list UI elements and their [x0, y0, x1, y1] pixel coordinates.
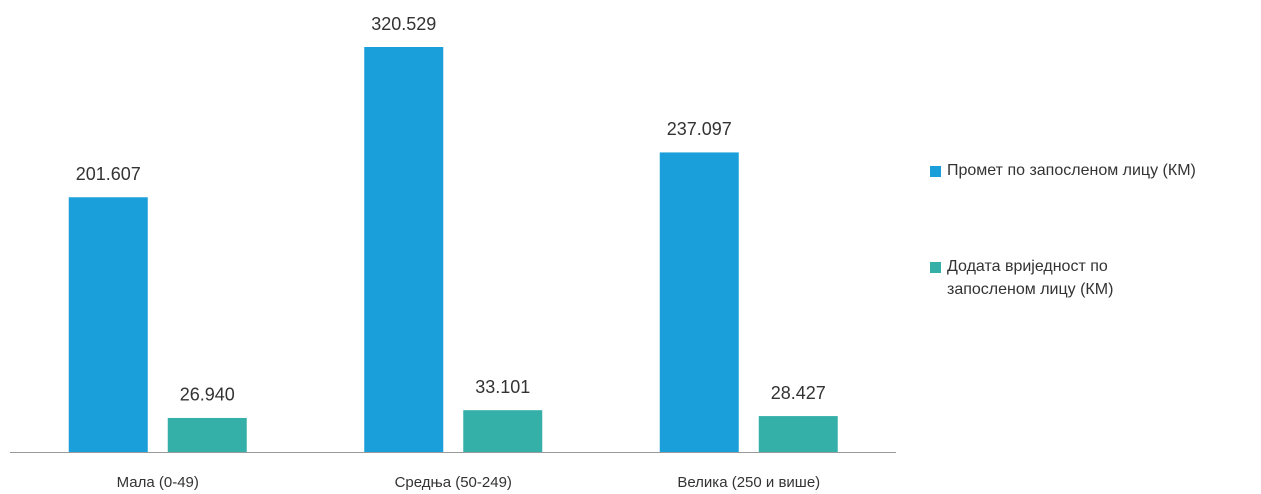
legend-swatch — [930, 262, 941, 273]
bar — [659, 152, 739, 452]
bar — [463, 410, 543, 452]
bar — [758, 416, 838, 452]
value-label: 28.427 — [771, 383, 826, 403]
legend-line: запосленом лицу (КМ) — [947, 281, 1113, 298]
value-label: 26.940 — [180, 385, 235, 405]
legend-label: Промет по запосленом лицу (КМ) — [947, 162, 1196, 179]
value-label: 33.101 — [475, 377, 530, 397]
x-tick-label: Велика (250 и више) — [677, 474, 820, 491]
legend-swatch — [930, 166, 941, 177]
value-label: 201.607 — [76, 164, 141, 184]
bar — [68, 197, 148, 452]
bar — [364, 47, 444, 452]
x-tick-label: Мала (0-49) — [117, 474, 199, 491]
value-label: 237.097 — [667, 119, 732, 139]
legend-label: Додата вриједност по запосленом лицу (КМ) — [947, 258, 1113, 298]
value-label: 320.529 — [371, 14, 436, 34]
bar — [167, 417, 247, 452]
x-tick-label: Средња (50-249) — [395, 474, 512, 491]
legend-line: Додата вриједност по — [947, 258, 1108, 275]
